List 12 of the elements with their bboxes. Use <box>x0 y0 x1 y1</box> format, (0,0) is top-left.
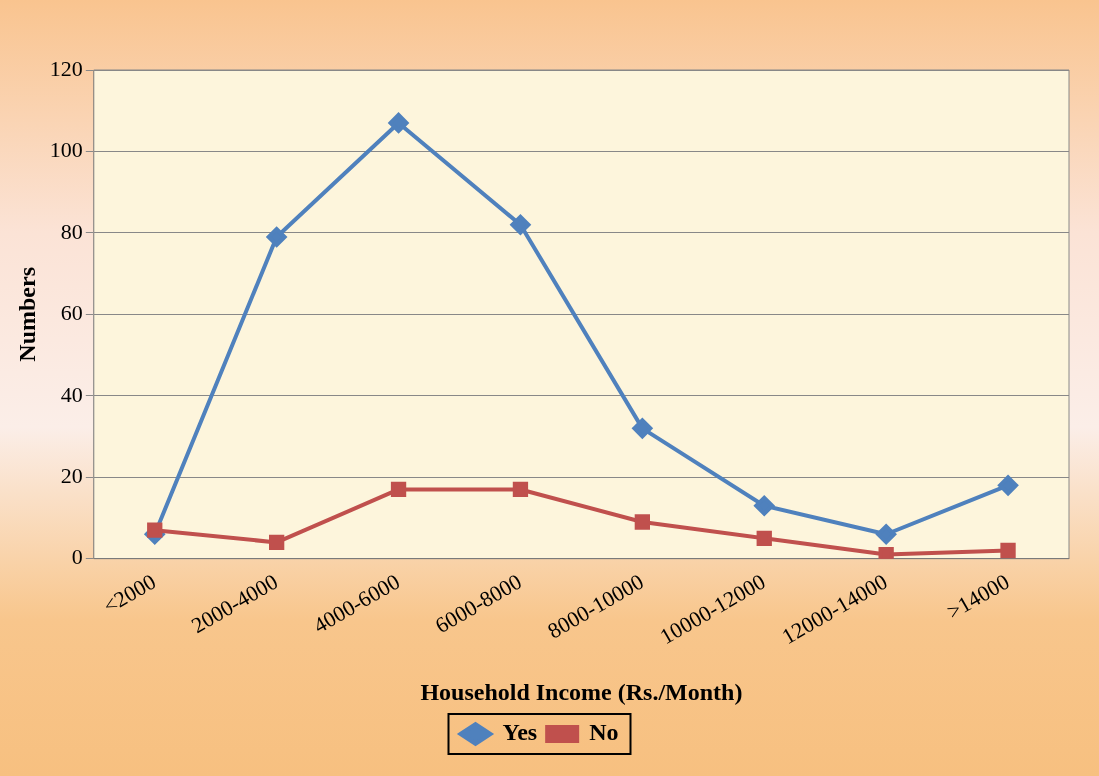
x-axis-title: Household Income (Rs./Month) <box>420 678 743 705</box>
y-tick-label: 80 <box>60 218 83 244</box>
y-tick-label: 100 <box>49 137 83 163</box>
y-axis-title: Numbers <box>13 267 40 362</box>
y-tick-label: 20 <box>60 463 83 489</box>
y-tick-label: 0 <box>71 544 83 570</box>
y-tick-label: 60 <box>60 300 83 326</box>
legend-label: No <box>589 719 619 746</box>
y-tick-label: 120 <box>49 55 83 81</box>
legend-label: Yes <box>502 719 538 746</box>
x-tick-label: <2000 <box>98 568 161 619</box>
y-tick-label: 40 <box>60 381 83 407</box>
